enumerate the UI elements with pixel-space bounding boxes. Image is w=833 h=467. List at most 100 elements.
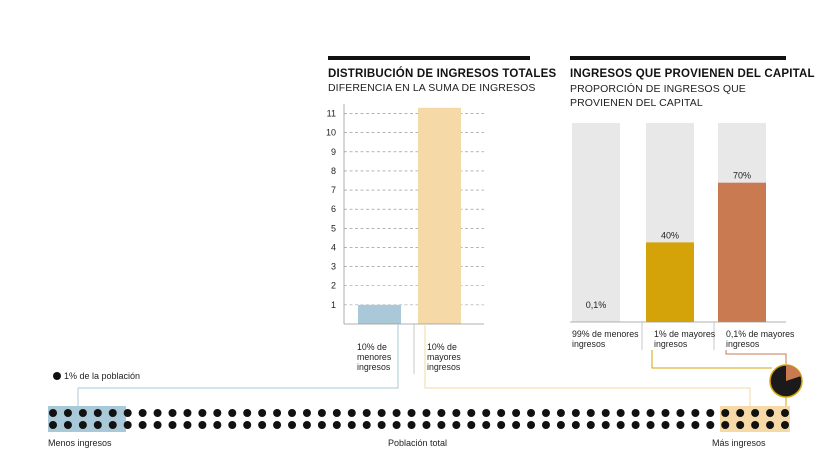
top-percent-dot bbox=[781, 421, 789, 429]
population-dot bbox=[766, 409, 775, 417]
population-dot bbox=[123, 421, 132, 429]
population-dot bbox=[63, 409, 72, 417]
population-dot bbox=[228, 409, 237, 417]
population-dot bbox=[706, 421, 715, 429]
population-dot bbox=[407, 421, 416, 429]
population-dot bbox=[631, 421, 640, 429]
bar bbox=[646, 242, 694, 322]
y-tick-label: 5 bbox=[331, 223, 336, 233]
high-income-label: Más ingresos bbox=[712, 438, 766, 448]
population-dot bbox=[362, 421, 371, 429]
left-category-label-line: menores bbox=[357, 352, 392, 362]
population-dot bbox=[138, 421, 147, 429]
population-dot bbox=[288, 409, 297, 417]
right-chart-subtitle-line2: PROVIENEN DEL CAPITAL bbox=[570, 97, 703, 109]
population-dot bbox=[646, 409, 655, 417]
left-category-label-line: ingresos bbox=[357, 362, 391, 372]
population-dot bbox=[288, 421, 297, 429]
population-dot bbox=[243, 421, 252, 429]
left-category-label-line: mayores bbox=[427, 352, 461, 362]
legend-dot-icon bbox=[53, 372, 61, 380]
population-dot bbox=[422, 421, 431, 429]
right-chart-category-0: 99% de menores ingresos bbox=[572, 329, 639, 349]
population-dot bbox=[482, 421, 491, 429]
population-dot bbox=[362, 409, 371, 417]
right-category-label-line: ingresos bbox=[572, 339, 606, 349]
population-dot bbox=[556, 409, 565, 417]
population-dot bbox=[168, 409, 177, 417]
right-chart-header-bar bbox=[570, 56, 786, 60]
left-chart-category-low: 10% de menores ingresos bbox=[357, 342, 392, 372]
y-tick-label: 2 bbox=[331, 281, 336, 291]
left-chart-title: DISTRIBUCIÓN DE INGRESOS TOTALES bbox=[328, 67, 556, 80]
population-dot bbox=[332, 409, 341, 417]
population-dot bbox=[691, 421, 700, 429]
low-income-label: Menos ingresos bbox=[48, 438, 112, 448]
connector-capital-top1 bbox=[651, 350, 772, 369]
population-dot bbox=[198, 409, 207, 417]
left-chart-subtitle: DIFERENCIA EN LA SUMA DE INGRESOS bbox=[328, 82, 536, 94]
population-dot bbox=[541, 421, 550, 429]
y-tick-label: 3 bbox=[331, 262, 336, 272]
data-label: 0,1% bbox=[586, 300, 607, 310]
population-dot bbox=[586, 421, 595, 429]
population-dot bbox=[736, 421, 745, 429]
population-dot bbox=[317, 409, 326, 417]
population-dot bbox=[736, 409, 745, 417]
population-dot bbox=[497, 409, 506, 417]
right-chart-category-1: 1% de mayores ingresos bbox=[654, 329, 716, 349]
population-dot bbox=[78, 421, 87, 429]
left-category-label-line: 10% de bbox=[357, 342, 387, 352]
right-category-label-line: 1% de mayores bbox=[654, 329, 716, 339]
magnifier-slice bbox=[786, 365, 802, 381]
population-dot bbox=[49, 421, 57, 429]
right-category-label-line: 99% de menores bbox=[572, 329, 639, 339]
population-dot bbox=[437, 409, 446, 417]
population-dot bbox=[407, 409, 416, 417]
population-dot bbox=[467, 409, 476, 417]
population-dot bbox=[527, 421, 536, 429]
population-dot bbox=[153, 409, 162, 417]
population-dot bbox=[302, 409, 311, 417]
population-dot bbox=[751, 421, 760, 429]
population-dot bbox=[63, 421, 72, 429]
legend-label: 1% de la población bbox=[64, 371, 140, 381]
right-category-label-line: ingresos bbox=[654, 339, 688, 349]
population-dot bbox=[616, 421, 625, 429]
y-tick-label: 9 bbox=[331, 147, 336, 157]
population-dot bbox=[706, 409, 715, 417]
population-dot bbox=[661, 409, 670, 417]
right-chart-bars: 0,1% 40% 70% bbox=[572, 123, 766, 322]
population-dot bbox=[377, 409, 386, 417]
population-dot bbox=[571, 421, 580, 429]
population-dot bbox=[168, 421, 177, 429]
population-dot bbox=[213, 421, 222, 429]
population-dot bbox=[467, 421, 476, 429]
population-dot bbox=[766, 421, 775, 429]
connector-capital-top01 bbox=[725, 350, 787, 364]
population-dot bbox=[601, 409, 610, 417]
population-dot bbox=[631, 409, 640, 417]
population-dot bbox=[721, 409, 730, 417]
population-dot bbox=[616, 409, 625, 417]
population-dot bbox=[183, 409, 192, 417]
population-dot bbox=[123, 409, 132, 417]
population-dot bbox=[302, 421, 311, 429]
population-dot bbox=[377, 421, 386, 429]
population-dot bbox=[273, 421, 282, 429]
population-dot bbox=[198, 421, 207, 429]
population-dot bbox=[213, 409, 222, 417]
population-dot bbox=[482, 409, 491, 417]
y-tick-label: 6 bbox=[331, 204, 336, 214]
right-chart-title: INGRESOS QUE PROVIENEN DEL CAPITAL bbox=[570, 68, 815, 80]
population-dot bbox=[258, 409, 267, 417]
population-dot bbox=[661, 421, 670, 429]
population-dot bbox=[347, 409, 356, 417]
population-dot bbox=[452, 409, 461, 417]
population-dot bbox=[153, 421, 162, 429]
population-dot bbox=[541, 409, 550, 417]
population-dot bbox=[512, 421, 521, 429]
population-dot bbox=[243, 409, 252, 417]
population-dot bbox=[108, 409, 117, 417]
